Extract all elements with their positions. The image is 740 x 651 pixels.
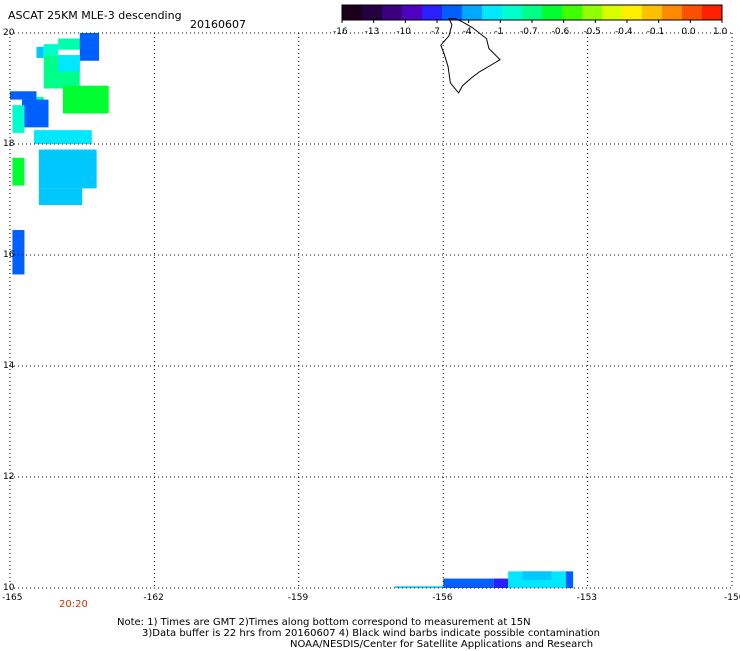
lat-tick-label: 16 — [3, 250, 15, 260]
lon-tick-label: -159 — [287, 593, 309, 603]
data-cell — [522, 571, 552, 580]
lon-tick-label: -153 — [576, 593, 598, 603]
colorbar-segment — [582, 5, 603, 20]
data-cell — [493, 578, 509, 588]
colorbar-segment — [642, 5, 663, 20]
colorbar-tick-label: -4 — [462, 27, 472, 37]
data-cell — [10, 91, 37, 100]
colorbar-segment — [382, 5, 403, 20]
lat-tick-label: 10 — [3, 583, 15, 593]
lon-tick-label: -156 — [432, 593, 453, 603]
lon-tick-label: -150 — [724, 593, 740, 603]
colorbar-tick-label: 1.0 — [713, 27, 728, 37]
colorbar-tick-label: -0.1 — [646, 27, 665, 37]
colorbar-tick-label: -1 — [494, 27, 504, 37]
colorbar-segment — [522, 5, 543, 20]
data-cell — [58, 38, 83, 50]
lat-tick-label: 12 — [3, 472, 15, 482]
lon-tick-label: -162 — [143, 593, 164, 603]
colorbar-segment — [562, 5, 583, 20]
figure-title: ASCAT 25KM MLE-3 descending — [8, 9, 182, 22]
colorbar-tick-label: 0.0 — [681, 27, 696, 37]
colorbar-segment — [442, 5, 463, 20]
colorbar-segment — [462, 5, 483, 20]
colorbar-segment — [502, 5, 523, 20]
colorbar-tick-label: -0.4 — [615, 27, 633, 37]
note-line-2: 3)Data buffer is 22 hrs from 20160607 4)… — [142, 628, 600, 639]
data-cell — [34, 130, 92, 144]
data-cell — [58, 55, 80, 72]
data-cell — [565, 571, 574, 588]
data-cell — [62, 85, 109, 114]
data-cell — [443, 578, 494, 588]
data-cell — [43, 44, 59, 56]
colorbar-segment — [482, 5, 503, 20]
colorbar-segment — [602, 5, 623, 20]
colorbar-tick-label: -0.6 — [551, 27, 570, 37]
colorbar-tick-label: -10 — [396, 27, 412, 37]
colorbar-segment — [702, 5, 723, 20]
colorbar — [341, 4, 723, 23]
data-cell — [79, 33, 100, 61]
note-line-1: Note: 1) Times are GMT 2)Times along bot… — [117, 617, 531, 628]
colorbar-tick-label: -13 — [364, 27, 380, 37]
note-line-3: NOAA/NESDIS/Center for Satellite Applica… — [290, 639, 594, 650]
data-cell — [22, 99, 49, 128]
colorbar-segment — [662, 5, 683, 20]
lat-tick-label: 14 — [3, 361, 15, 371]
data-cell — [36, 46, 44, 58]
colorbar-segment — [402, 5, 423, 20]
data-cell — [12, 230, 25, 275]
lon-tick-label: -165 — [2, 593, 23, 603]
figure-date: 20160607 — [190, 18, 246, 31]
colorbar-tick-label: -7 — [431, 27, 440, 37]
data-cell — [12, 105, 25, 133]
lat-lon-gridlines — [9, 32, 733, 589]
wind-data-cells — [10, 33, 574, 588]
colorbar-segment — [362, 5, 383, 20]
time-label: 20:20 — [59, 599, 88, 610]
colorbar-segment — [342, 5, 363, 20]
colorbar-tick-label: -16 — [333, 27, 348, 37]
lat-tick-label: 18 — [3, 139, 15, 149]
data-cell — [395, 586, 444, 588]
colorbar-segment — [622, 5, 643, 20]
colorbar-tick-label: -0.5 — [583, 27, 601, 37]
coastline — [440, 18, 501, 94]
colorbar-tick-label: -0.7 — [520, 27, 538, 37]
colorbar-segment — [422, 5, 443, 20]
lat-tick-label: 20 — [3, 28, 15, 38]
colorbar-segment — [682, 5, 703, 20]
colorbar-segment — [542, 5, 563, 20]
island-coastline — [440, 18, 501, 94]
data-cell — [38, 188, 83, 206]
data-cell — [12, 157, 25, 186]
data-cell — [38, 149, 97, 189]
